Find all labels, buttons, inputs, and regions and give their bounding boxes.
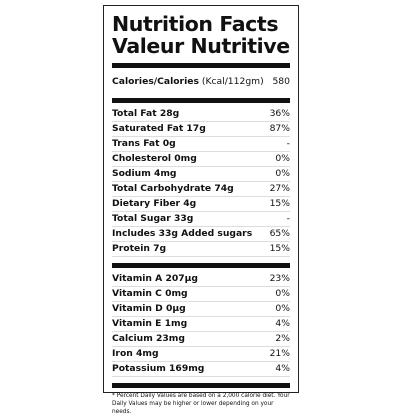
calories-name: Calories/Calories <box>112 76 199 87</box>
nutrient-row: Potassium 169mg 4% <box>112 362 290 377</box>
separator <box>112 383 290 388</box>
nutrient-name: Total Sugar 33g <box>112 213 194 224</box>
nutrient-row: Protein 7g 15% <box>112 242 290 257</box>
nutrient-name: Vitamin C 0mg <box>112 288 188 299</box>
daily-value: 87% <box>269 123 290 134</box>
nutrient-row: Vitamin C 0mg 0% <box>112 287 290 302</box>
nutrition-label: Nutrition Facts Valeur Nutritive Calorie… <box>103 5 299 415</box>
nutrient-row: Total Fat 28g 36% <box>112 107 290 122</box>
page: Nutrition Facts Valeur Nutritive Calorie… <box>103 5 299 415</box>
daily-value: 23% <box>269 273 290 284</box>
daily-value: 0% <box>275 303 290 314</box>
nutrient-row: Sodium 4mg 0% <box>112 167 290 182</box>
daily-value: - <box>286 138 290 149</box>
nutrient-name: Calcium 23mg <box>112 333 185 344</box>
title: Nutrition Facts <box>112 12 279 36</box>
title: Valeur Nutritive <box>112 34 290 58</box>
nutrient-name: Dietary Fiber 4g <box>112 198 197 209</box>
nutrient-name: Protein 7g <box>112 243 167 254</box>
daily-value: 15% <box>269 198 290 209</box>
separator <box>112 98 290 103</box>
daily-value: 2% <box>275 333 290 344</box>
nutrient-row: Total Sugar 33g - <box>112 212 290 227</box>
nutrient-name: Iron 4mg <box>112 348 159 359</box>
nutrient-name: Sodium 4mg <box>112 168 177 179</box>
nutrient-name: Vitamin A 207µg <box>112 273 198 284</box>
nutrient-name: Trans Fat 0g <box>112 138 176 149</box>
daily-value: 27% <box>269 183 290 194</box>
daily-value: - <box>286 213 290 224</box>
vitamin-list: Vitamin A 207µg 23% Vitamin C 0mg 0% Vitamin… <box>112 272 290 377</box>
nutrient-name: Total Fat 28g <box>112 108 180 119</box>
nutrient-row: Dietary Fiber 4g 15% <box>112 197 290 212</box>
nutrient-list: Total Fat 28g 36% Saturated Fat 17g 87% Tran… <box>112 107 290 257</box>
nutrient-row: Vitamin A 207µg 23% <box>112 272 290 287</box>
daily-value: 0% <box>275 168 290 179</box>
footnote: * Percent Daily Values are based on a 2,… <box>112 393 290 415</box>
daily-value: 4% <box>275 318 290 329</box>
nutrient-name: Saturated Fat 17g <box>112 123 206 134</box>
nutrient-row: Cholesterol 0mg 0% <box>112 152 290 167</box>
calories-row: Calories/Calories (Kcal/112gm) 580 <box>112 72 290 92</box>
nutrient-name: Potassium 169mg <box>112 363 205 374</box>
calories-label: Calories/Calories (Kcal/112gm) <box>112 72 264 92</box>
nutrient-name: Total Carbohydrate 74g <box>112 183 234 194</box>
calories-unit: (Kcal/112gm) <box>201 76 264 87</box>
calories-value: 580 <box>272 76 290 87</box>
nutrient-row: Calcium 23mg 2% <box>112 332 290 347</box>
nutrient-row: Saturated Fat 17g 87% <box>112 122 290 137</box>
daily-value: 65% <box>269 228 290 239</box>
daily-value: 21% <box>269 348 290 359</box>
nutrient-row: Iron 4mg 21% <box>112 347 290 362</box>
separator <box>112 63 290 68</box>
nutrient-name: Vitamin D 0µg <box>112 303 186 314</box>
nutrient-row: Trans Fat 0g - <box>112 137 290 152</box>
separator <box>112 263 290 268</box>
nutrient-name: Vitamin E 1mg <box>112 318 188 329</box>
nutrient-name: Cholesterol 0mg <box>112 153 197 164</box>
nutrient-row: Vitamin E 1mg 4% <box>112 317 290 332</box>
daily-value: 4% <box>275 363 290 374</box>
daily-value: 0% <box>275 288 290 299</box>
nutrient-row: Vitamin D 0µg 0% <box>112 302 290 317</box>
nutrient-row: Includes 33g Added sugars 65% <box>112 227 290 242</box>
daily-value: 36% <box>269 108 290 119</box>
nutrient-row: Total Carbohydrate 74g 27% <box>112 182 290 197</box>
daily-value: 0% <box>275 153 290 164</box>
nutrient-name: Includes 33g Added sugars <box>112 228 253 239</box>
daily-value: 15% <box>269 243 290 254</box>
